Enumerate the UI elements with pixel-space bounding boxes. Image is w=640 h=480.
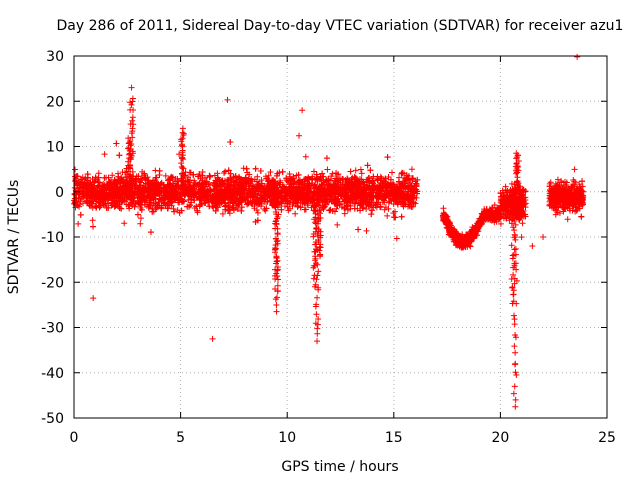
data-point (285, 207, 292, 214)
data-point (357, 166, 364, 173)
data-point (363, 227, 370, 234)
data-point (398, 170, 405, 177)
data-point (334, 221, 341, 228)
data-point (358, 170, 365, 177)
data-point (391, 208, 398, 215)
data-point (162, 172, 169, 179)
data-point (347, 168, 354, 175)
data-point (364, 162, 371, 169)
data-point (363, 205, 370, 212)
data-point (170, 205, 177, 212)
data-point (121, 220, 128, 227)
grid-lines (74, 56, 607, 418)
data-point (253, 206, 260, 213)
data-point (310, 168, 317, 175)
data-point (295, 171, 302, 178)
data-point (206, 174, 213, 181)
data-point (333, 205, 340, 212)
data-point (279, 168, 286, 175)
data-point (134, 211, 141, 218)
data-point (296, 132, 303, 139)
data-point (324, 166, 331, 173)
data-point (302, 153, 309, 160)
data-point (352, 167, 359, 174)
data-point (243, 165, 250, 172)
data-point (127, 199, 134, 206)
data-point (381, 206, 388, 213)
data-point (319, 170, 326, 177)
data-point (147, 229, 154, 236)
data-point (385, 205, 392, 212)
data-point (384, 212, 391, 219)
data-point (77, 211, 84, 218)
data-point (149, 208, 156, 215)
data-point (191, 197, 198, 204)
data-point (367, 167, 374, 174)
data-points (71, 53, 587, 410)
data-point (116, 152, 123, 159)
data-point (341, 210, 348, 217)
data-point (368, 211, 375, 218)
data-point (113, 140, 120, 147)
data-point (75, 220, 82, 227)
data-point (408, 166, 415, 173)
data-point (83, 198, 90, 205)
data-point (76, 203, 83, 210)
data-point (286, 170, 293, 177)
data-point (171, 208, 178, 215)
data-point (196, 171, 203, 178)
data-point (252, 165, 259, 172)
data-point (222, 168, 229, 175)
data-point (137, 220, 144, 227)
data-point (137, 215, 144, 222)
data-point (388, 169, 395, 176)
data-point (187, 202, 194, 209)
data-point (227, 139, 234, 146)
data-point (221, 170, 228, 177)
data-point (384, 154, 391, 161)
data-point (90, 223, 97, 230)
data-point (292, 210, 299, 217)
data-point (440, 205, 447, 212)
data-point (123, 201, 130, 208)
data-point (109, 172, 116, 179)
data-point (176, 151, 183, 158)
data-point (89, 217, 96, 224)
data-point (72, 166, 79, 173)
data-point (355, 226, 362, 233)
data-point (398, 213, 405, 220)
data-point (323, 155, 330, 162)
data-point (254, 209, 261, 216)
data-point (155, 199, 162, 206)
data-point (101, 151, 108, 158)
data-point (219, 210, 226, 217)
data-point (257, 168, 264, 175)
data-point (326, 207, 333, 214)
chart-title: Day 286 of 2011, Sidereal Day-to-day VTE… (57, 18, 624, 34)
data-point (393, 235, 400, 242)
